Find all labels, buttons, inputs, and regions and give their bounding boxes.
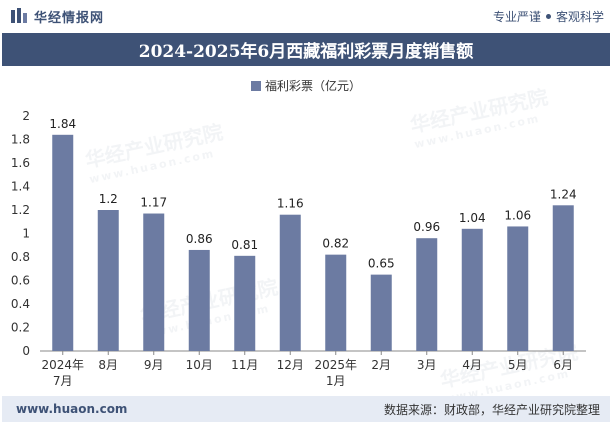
chart-title: 2024-2025年6月西藏福利彩票月度销售额 — [2, 33, 610, 66]
y-tick-label: 1 — [22, 227, 30, 241]
y-tick-label: 1.4 — [11, 180, 30, 194]
y-tick-label: 0.6 — [11, 274, 30, 288]
y-tick-label: 0.8 — [11, 250, 30, 264]
data-label: 1.04 — [459, 211, 486, 225]
x-tick-label: 1月 — [326, 374, 346, 388]
data-label: 0.81 — [231, 238, 258, 252]
data-label: 1.17 — [140, 196, 167, 210]
x-tick-label: 8月 — [98, 358, 118, 372]
x-tick-label: 11月 — [231, 358, 258, 372]
y-tick-label: 0.2 — [11, 321, 30, 335]
brand-name: 华经情报网 — [34, 10, 105, 26]
footer-source: 数据来源：财政部，华经产业研究院整理 — [383, 402, 600, 417]
data-label: 0.96 — [413, 220, 440, 234]
bar — [234, 255, 256, 351]
slogan-right: 客观科学 — [555, 9, 604, 24]
data-label: 1.16 — [277, 197, 304, 211]
slogan: 专业严谨 客观科学 — [493, 8, 604, 25]
y-tick-label: 2 — [22, 109, 30, 123]
data-label: 1.06 — [504, 208, 531, 222]
y-tick-label: 0.4 — [11, 297, 30, 311]
data-label: 1.24 — [550, 187, 577, 201]
x-tick-label: 9月 — [144, 358, 164, 372]
slogan-left: 专业严谨 — [492, 9, 541, 24]
x-tick-label: 2月 — [371, 358, 391, 372]
top-header: 华经情报网 专业严谨 客观科学 — [0, 0, 612, 32]
bar — [370, 274, 392, 351]
x-tick-label: 10月 — [186, 358, 213, 372]
x-tick-label: 6月 — [553, 358, 573, 372]
bar — [552, 205, 574, 351]
y-tick-label: 1.8 — [11, 133, 30, 147]
bar — [461, 228, 483, 351]
x-tick-label: 4月 — [462, 358, 482, 372]
bar — [97, 210, 119, 351]
legend-label: 福利彩票（亿元） — [264, 79, 361, 93]
y-tick-label: 1.6 — [11, 156, 30, 170]
x-tick-label: 5月 — [508, 358, 528, 372]
data-label: 0.82 — [322, 237, 349, 251]
bar — [52, 134, 74, 351]
y-tick-label: 1.2 — [11, 203, 30, 217]
x-tick-label: 2025年 — [314, 358, 357, 372]
brand: 华经情报网 — [10, 7, 104, 26]
bar — [325, 254, 347, 351]
x-tick-label: 7月 — [53, 374, 73, 388]
bar — [507, 226, 529, 351]
data-label: 0.65 — [368, 257, 395, 271]
legend-swatch — [250, 80, 261, 91]
bar — [416, 238, 438, 351]
x-tick-label: 2024年 — [41, 358, 84, 372]
bar — [279, 214, 301, 351]
chart-legend: 福利彩票（亿元） — [0, 77, 612, 94]
footer: www.huaon.com 数据来源：财政部，华经产业研究院整理 — [2, 396, 610, 422]
bar — [188, 249, 210, 351]
data-label: 1.84 — [49, 117, 76, 131]
x-tick-label: 12月 — [277, 358, 304, 372]
data-label: 0.86 — [186, 232, 213, 246]
data-label: 1.2 — [99, 192, 118, 206]
x-tick-label: 3月 — [417, 358, 437, 372]
slogan-dot-icon — [545, 13, 551, 19]
huajing-logo-icon — [11, 8, 27, 23]
y-tick-label: 0 — [22, 344, 30, 358]
bar — [143, 213, 165, 351]
footer-website: www.huaon.com — [16, 402, 128, 416]
